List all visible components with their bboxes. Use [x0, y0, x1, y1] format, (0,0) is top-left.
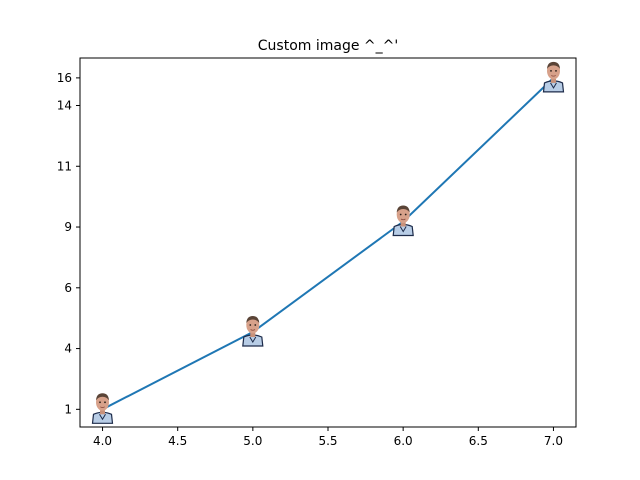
y-tick-label: 1: [64, 402, 72, 416]
x-tick-label: 4.5: [168, 434, 187, 448]
marker-group: [91, 61, 565, 424]
y-tick-label: 4: [64, 342, 72, 356]
y-tick-label: 14: [57, 99, 72, 113]
x-tick-label: 4.0: [93, 434, 112, 448]
data-point-marker: [392, 205, 414, 237]
x-tick-label: 5.5: [318, 434, 337, 448]
data-point-marker: [91, 393, 114, 424]
series-line-group: [102, 77, 555, 411]
y-tick-label: 16: [57, 71, 72, 85]
data-point-marker: [542, 61, 565, 93]
x-tick-label: 7.0: [544, 434, 563, 448]
data-point-marker: [242, 316, 264, 347]
x-tick-label: 5.0: [243, 434, 262, 448]
series-line: [102, 77, 555, 411]
y-tick-label: 6: [64, 281, 72, 295]
x-tick-label: 6.5: [469, 434, 488, 448]
y-tick-label: 9: [64, 220, 72, 234]
chart-title: Custom image ^_^': [258, 38, 398, 54]
plot-frame: [79, 57, 577, 428]
x-tick-label: 6.0: [394, 434, 413, 448]
y-tick-label: 11: [57, 159, 72, 173]
